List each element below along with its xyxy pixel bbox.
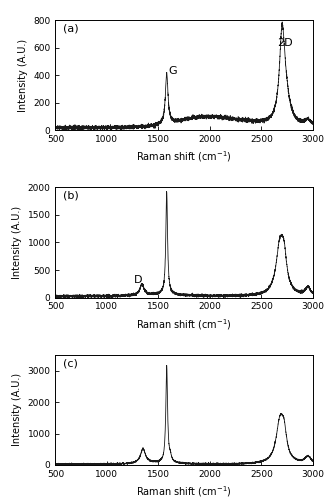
X-axis label: Raman shift (cm$^{-1}$): Raman shift (cm$^{-1}$) [136,150,232,164]
Text: (b): (b) [63,190,79,200]
Text: D: D [134,275,143,285]
Y-axis label: Intensity (A.U.): Intensity (A.U.) [18,38,28,112]
Text: (c): (c) [63,358,78,368]
Y-axis label: Intensity (A.U.): Intensity (A.U.) [12,206,22,279]
Text: (a): (a) [63,24,79,34]
Text: G: G [168,66,177,76]
X-axis label: Raman shift (cm$^{-1}$): Raman shift (cm$^{-1}$) [136,317,232,332]
Text: 2D: 2D [277,38,293,48]
Y-axis label: Intensity (A.U.): Intensity (A.U.) [12,374,22,446]
X-axis label: Raman shift (cm$^{-1}$): Raman shift (cm$^{-1}$) [136,484,232,499]
